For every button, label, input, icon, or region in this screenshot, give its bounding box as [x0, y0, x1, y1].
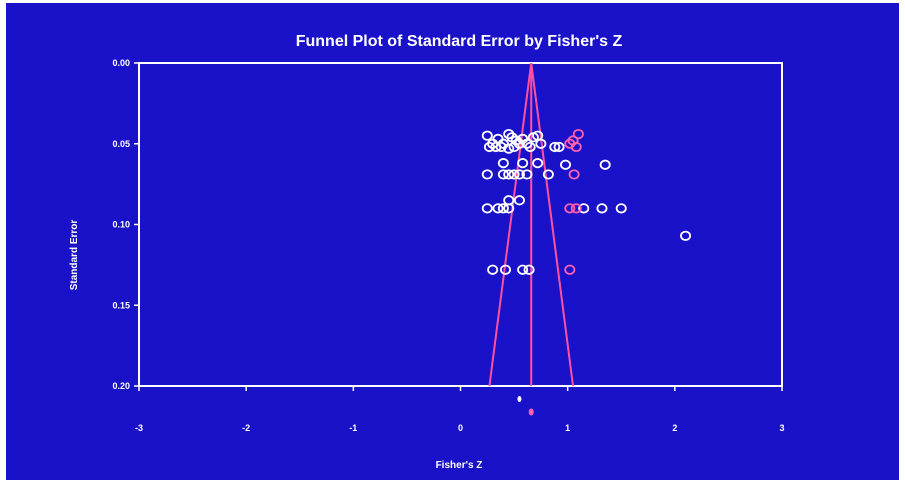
imputed-study-point [570, 141, 582, 153]
imputed-study-point [564, 264, 576, 275]
study-point [513, 195, 525, 206]
study-point [503, 143, 515, 154]
study-point [492, 133, 504, 145]
funnel-left-line [488, 62, 533, 387]
study-point [680, 230, 692, 241]
study-point [503, 203, 515, 214]
study-point [503, 195, 515, 206]
study-point [490, 141, 502, 153]
study-point [481, 130, 493, 141]
y-tick-label: 0.15 [112, 300, 130, 310]
study-point [521, 169, 533, 180]
study-point [524, 141, 536, 153]
funnel-lines [488, 62, 575, 387]
y-tick-label: 0.05 [112, 139, 130, 149]
study-point [517, 264, 529, 275]
study-point [497, 203, 509, 214]
y-axis-label: Standard Error [69, 220, 80, 291]
study-point [500, 264, 512, 275]
study-point [508, 169, 520, 180]
study-point [553, 141, 565, 153]
x-tick-label: 1 [565, 423, 570, 433]
study-point [513, 138, 525, 149]
study-point [481, 203, 493, 214]
x-tick-label: -1 [349, 423, 357, 433]
chart-screen: Funnel Plot of Standard Error by Fisher'… [6, 3, 899, 480]
imputed-study-point [570, 203, 582, 214]
study-point [532, 158, 544, 169]
adjusted-summary-marker [528, 408, 534, 416]
study-point [503, 169, 515, 180]
study-point [517, 158, 529, 169]
study-point [599, 159, 611, 170]
study-point [492, 203, 504, 214]
study-point [497, 169, 509, 180]
y-tick-label: 0.20 [112, 381, 130, 391]
data-points [481, 128, 692, 275]
imputed-study-point [564, 203, 576, 214]
study-point [495, 141, 507, 153]
study-point [596, 203, 608, 214]
imputed-study-point [572, 128, 584, 140]
study-point [487, 264, 499, 275]
study-point [523, 264, 535, 275]
study-point [542, 169, 554, 180]
y-axis-ticks: 0.00 0.05 0.10 0.15 0.20 [112, 58, 139, 391]
x-tick-label: -3 [135, 423, 143, 433]
x-axis-label: Fisher's Z [436, 460, 483, 471]
study-point [535, 138, 547, 149]
study-point [497, 158, 509, 169]
funnel-right-line [530, 62, 575, 387]
study-point [513, 169, 525, 180]
funnel-plot-chart: Funnel Plot of Standard Error by Fisher'… [69, 33, 785, 471]
observed-summary-marker [517, 396, 522, 402]
study-point [549, 141, 561, 153]
x-tick-label: 2 [672, 423, 677, 433]
summary-markers [517, 396, 534, 416]
y-tick-label: 0.10 [112, 220, 130, 230]
chart-title: Funnel Plot of Standard Error by Fisher'… [296, 33, 623, 50]
study-point [615, 203, 627, 214]
study-point [578, 203, 590, 214]
x-axis-ticks: -3 -2 -1 0 1 2 3 [135, 386, 785, 433]
x-tick-label: -2 [242, 423, 250, 433]
imputed-study-point [568, 169, 580, 180]
x-tick-label: 3 [779, 423, 784, 433]
study-point [483, 141, 495, 153]
y-tick-label: 0.00 [112, 58, 130, 68]
study-point [481, 169, 493, 180]
x-tick-label: 0 [458, 423, 463, 433]
plot-area-frame [138, 62, 783, 387]
study-point [560, 159, 572, 170]
